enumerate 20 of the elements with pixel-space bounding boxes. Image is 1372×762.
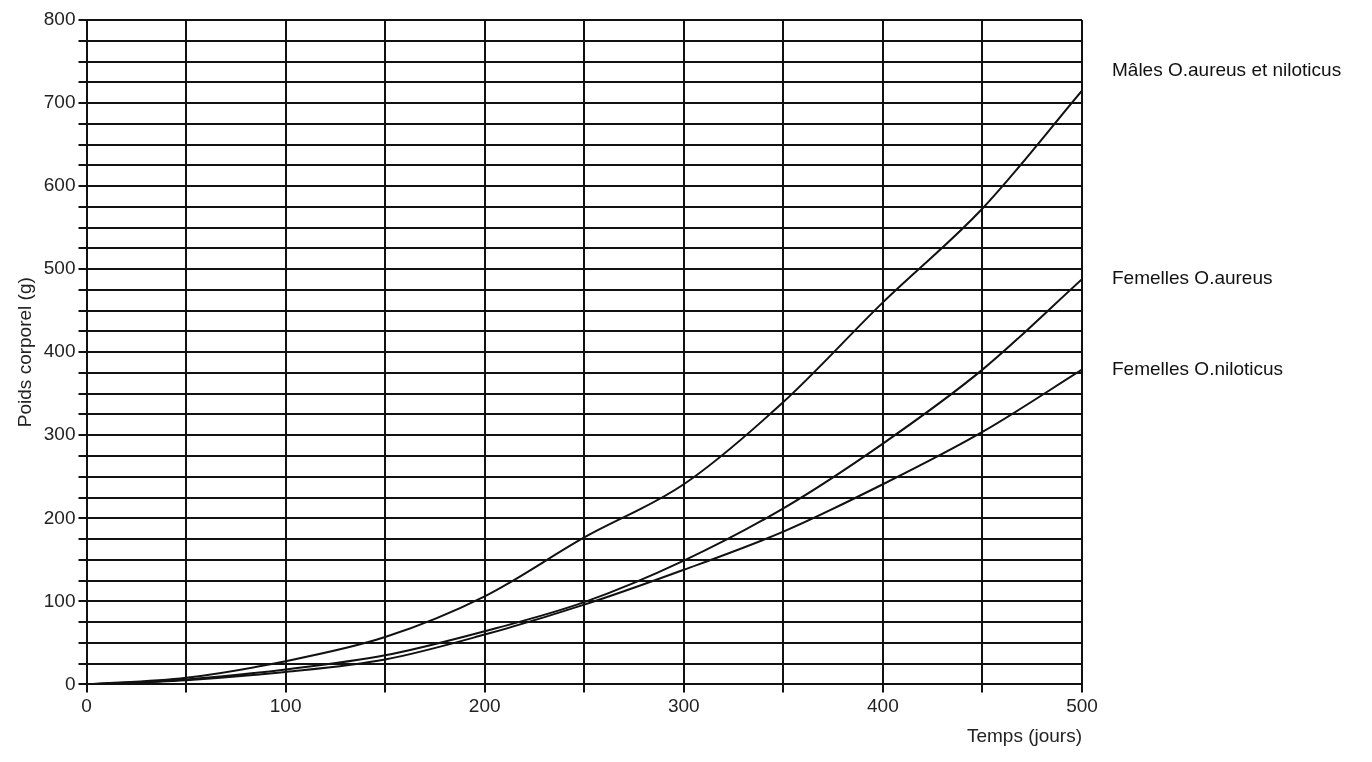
y-tick-label: 0 [64,672,76,694]
series-label: Femelles O.aureus [1112,267,1273,289]
x-tick-label: 300 [667,695,700,717]
y-tick-label: 200 [43,506,76,528]
y-tick-label: 500 [43,257,76,279]
y-tick-label: 700 [43,91,76,113]
x-tick-label: 0 [81,695,92,717]
y-tick-label: 300 [43,423,76,445]
x-tick-label: 100 [269,695,302,717]
series-label: Mâles O.aureus et niloticus [1112,58,1342,80]
y-tick-label: 400 [43,340,76,362]
series-label: Femelles O.niloticus [1112,357,1284,379]
y-tick-label: 100 [43,589,76,611]
x-tick-label: 500 [1066,695,1098,717]
x-axis-title: Temps (jours) [966,724,1082,746]
y-axis-title: Poids corporel (g) [13,277,35,428]
x-tick-label: 200 [468,695,501,717]
y-tick-label: 600 [43,174,76,196]
y-tick-label: 800 [43,8,76,30]
x-tick-label: 400 [867,695,899,717]
